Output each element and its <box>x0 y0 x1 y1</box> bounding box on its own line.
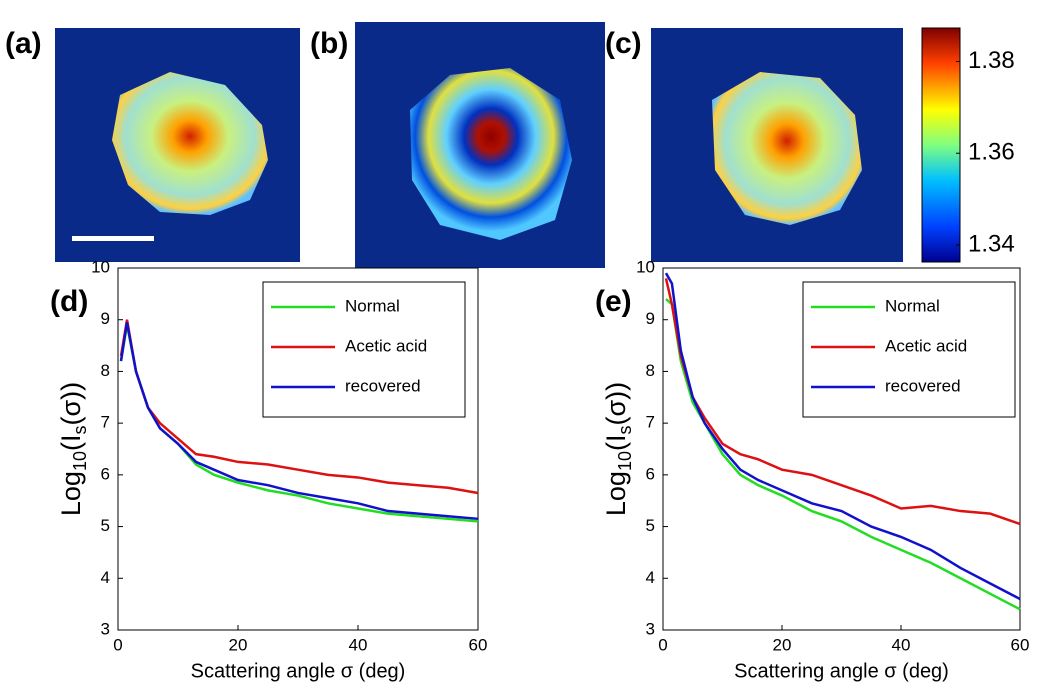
panel-label: (e) <box>595 285 632 318</box>
panel-label: (a) <box>5 27 42 60</box>
colorbar-tick-label: 1.34 <box>968 230 1015 257</box>
x-tick-label: 40 <box>892 635 911 654</box>
x-tick-label: 40 <box>349 635 368 654</box>
data-line <box>119 322 479 521</box>
y-axis-label-part: s <box>615 426 635 435</box>
y-tick-label: 9 <box>646 309 655 328</box>
y-axis-label: Log10(Is(σ)) <box>601 382 635 516</box>
x-tick-label: 60 <box>469 635 488 654</box>
x-tick-label: 60 <box>1011 635 1030 654</box>
y-tick-label: 4 <box>646 568 655 587</box>
y-tick-label: 5 <box>101 516 110 535</box>
legend-label: Acetic acid <box>345 336 427 355</box>
y-axis-label-part: (I <box>601 435 631 452</box>
colorbar <box>921 27 961 263</box>
y-tick-label: 7 <box>646 413 655 432</box>
data-line <box>665 298 1021 611</box>
legend-label: recovered <box>885 376 961 395</box>
x-axis-label: Scattering angle σ (deg) <box>734 660 949 682</box>
y-tick-label: 5 <box>646 516 655 535</box>
y-axis-label-part: 10 <box>70 451 90 471</box>
y-tick-label: 3 <box>646 619 655 638</box>
y-axis-label-part: (σ)) <box>56 382 86 426</box>
y-axis-label: Log10(Is(σ)) <box>56 382 90 516</box>
x-tick-label: 0 <box>113 635 122 654</box>
y-tick-label: 10 <box>636 257 655 276</box>
y-axis-label-part: Log <box>56 471 86 516</box>
y-axis-label-part: 10 <box>615 451 635 471</box>
y-axis-label-part: (I <box>56 435 86 452</box>
y-tick-label: 6 <box>646 464 655 483</box>
x-axis-label: Scattering angle σ (deg) <box>191 660 406 682</box>
panel-label: (c) <box>605 27 642 60</box>
image-panel <box>651 28 903 262</box>
x-tick-label: 20 <box>229 635 248 654</box>
image-panel <box>355 22 605 268</box>
y-axis-label-part: s <box>70 426 90 435</box>
y-tick-label: 7 <box>101 413 110 432</box>
y-tick-label: 4 <box>101 568 110 587</box>
legend-label: recovered <box>345 376 421 395</box>
colorbar-tick-label: 1.36 <box>968 139 1015 166</box>
y-axis-label-part: (σ)) <box>601 382 631 426</box>
x-tick-label: 0 <box>658 635 667 654</box>
y-tick-label: 3 <box>101 619 110 638</box>
y-axis-label-part: Log <box>601 471 631 516</box>
y-tick-label: 9 <box>101 309 110 328</box>
data-line <box>664 272 1021 601</box>
image-panel <box>55 28 300 262</box>
y-tick-label: 6 <box>101 464 110 483</box>
colorbar-tick-label: 1.38 <box>968 47 1015 74</box>
x-tick-label: 20 <box>773 635 792 654</box>
y-tick-label: 8 <box>101 361 110 380</box>
legend-label: Normal <box>885 296 940 315</box>
legend-label: Normal <box>345 296 400 315</box>
legend <box>802 281 1016 418</box>
panel-label: (b) <box>310 27 348 60</box>
legend-label: Acetic acid <box>885 336 967 355</box>
legend <box>262 281 466 418</box>
panel-label: (d) <box>50 285 88 318</box>
y-tick-label: 10 <box>91 257 110 276</box>
y-tick-label: 8 <box>646 361 655 380</box>
